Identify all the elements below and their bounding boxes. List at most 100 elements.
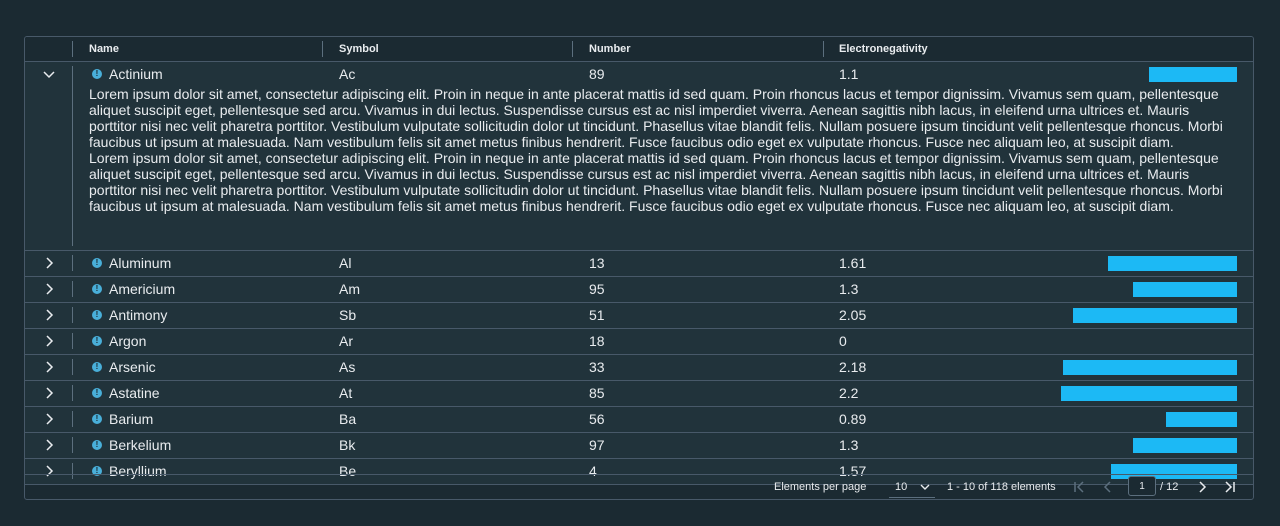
row-separator [72,66,73,246]
cell-electronegativity: 1.61 [839,255,867,271]
cell-name: Actinium [109,66,163,82]
electronegativity-bar [1149,67,1237,82]
column-header-name[interactable]: Name [89,43,119,55]
column-resize-handle[interactable] [322,41,323,57]
cell-electronegativity: 1.3 [839,281,859,297]
cell-number: 33 [589,359,605,375]
row-expand-toggle[interactable] [25,381,73,405]
cell-name: Berkelium [109,437,172,453]
electronegativity-bar [1061,386,1237,401]
cell-number: 85 [589,385,605,401]
per-page-select[interactable]: 10 [889,477,935,498]
last-page-button[interactable] [1222,479,1238,495]
cell-name: Antimony [109,307,168,323]
cell-symbol: At [339,385,353,401]
electronegativity-bar [1108,256,1237,271]
cell-name: Beryllium [109,463,167,479]
row-expand-toggle[interactable] [25,251,73,275]
table-row: ! Arsenic As 33 2.18 [25,355,1253,381]
first-page-button[interactable] [1071,479,1087,495]
chevron-right-icon [46,257,54,269]
chevron-right-icon [46,361,54,373]
cell-name: Barium [109,411,154,427]
row-separator [72,437,73,453]
detail-paragraph: Lorem ipsum dolor sit amet, consectetur … [89,86,1223,150]
info-icon: ! [92,258,102,268]
column-header-electronegativity[interactable]: Electronegativity [839,43,928,55]
row-separator [72,359,73,375]
cell-number: 51 [589,307,605,323]
column-header-symbol[interactable]: Symbol [339,43,379,55]
chevron-right-icon [46,413,54,425]
cell-symbol: Be [339,463,357,479]
cell-name: Astatine [109,385,160,401]
info-icon: ! [92,310,102,320]
row-separator [72,463,73,479]
info-icon: ! [92,284,102,294]
row-separator [72,281,73,297]
cell-electronegativity: 2.2 [839,385,859,401]
cell-symbol: Ac [339,66,356,82]
cell-symbol: Am [339,281,360,297]
row-expand-toggle[interactable] [25,329,73,353]
cell-number: 56 [589,411,605,427]
row-expand-toggle[interactable] [25,303,73,327]
per-page-value: 10 [895,481,908,493]
cell-name: Americium [109,281,176,297]
previous-page-button[interactable] [1100,479,1116,495]
per-page-label: Elements per page [774,481,867,493]
cell-electronegativity: 0.89 [839,411,867,427]
table-row: ! Argon Ar 18 0 [25,329,1253,355]
cell-symbol: Bk [339,437,356,453]
cell-symbol: As [339,359,356,375]
row-separator [72,385,73,401]
table-row: ! Actinium Ac 89 1.1 Lorem ipsum dolor sit am… [25,62,1253,251]
cell-number: 89 [589,66,605,82]
row-separator [72,411,73,427]
chevron-down-icon [920,484,930,490]
column-header-number[interactable]: Number [589,43,631,55]
next-page-button[interactable] [1194,479,1210,495]
table-body: ! Actinium Ac 89 1.1 Lorem ipsum dolor sit am… [25,62,1253,485]
table-row: ! Americium Am 95 1.3 [25,277,1253,303]
column-resize-handle[interactable] [823,41,824,57]
cell-symbol: Sb [339,307,357,323]
cell-name: Aluminum [109,255,172,271]
info-icon: ! [92,440,102,450]
cell-number: 97 [589,437,605,453]
info-icon: ! [92,388,102,398]
info-icon: ! [92,69,102,79]
electronegativity-bar [1063,360,1237,375]
cell-electronegativity: 1.1 [839,66,859,82]
row-expand-toggle[interactable] [25,355,73,379]
cell-electronegativity: 1.3 [839,437,859,453]
row-detail: Lorem ipsum dolor sit amet, consectetur … [89,86,1237,214]
row-expand-toggle[interactable] [25,433,73,457]
cell-symbol: Al [339,255,352,271]
total-pages: / 12 [1160,481,1179,493]
row-separator [72,333,73,349]
cell-number: 4 [589,463,597,479]
chevron-right-icon [46,439,54,451]
electronegativity-bar [1166,412,1237,427]
first-page-icon [1074,481,1084,493]
cell-electronegativity: 1.57 [839,463,867,479]
row-expand-toggle[interactable] [25,62,73,86]
chevron-right-icon [46,309,54,321]
cell-electronegativity: 2.05 [839,307,867,323]
range-text: 1 - 10 of 118 elements [947,481,1056,493]
table-header: Name Symbol Number Electronegativity [25,37,1253,62]
cell-name: Argon [109,333,147,349]
row-expand-toggle[interactable] [25,277,73,301]
table-row: ! Aluminum Al 13 1.61 [25,251,1253,277]
chevron-right-icon [46,335,54,347]
table-row: ! Berkelium Bk 97 1.3 [25,433,1253,459]
info-icon: ! [92,362,102,372]
cell-symbol: Ba [339,411,357,427]
column-resize-handle[interactable] [572,41,573,57]
row-separator [72,255,73,271]
page-input[interactable] [1128,476,1156,496]
cell-electronegativity: 2.18 [839,359,867,375]
chevron-right-icon [1199,481,1207,493]
row-expand-toggle[interactable] [25,407,73,431]
